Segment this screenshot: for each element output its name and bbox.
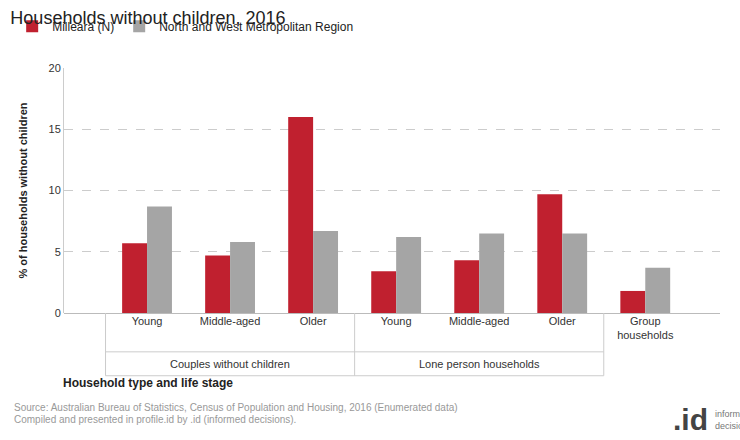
svg-text:Households without children, 2: Households without children, 2016 xyxy=(10,8,285,28)
svg-text:.id: .id xyxy=(673,403,708,436)
svg-text:Milleara (N): Milleara (N) xyxy=(52,20,114,34)
svg-text:5: 5 xyxy=(55,246,61,258)
svg-text:Young: Young xyxy=(132,315,163,327)
svg-text:% of households without childr: % of households without children xyxy=(17,102,29,278)
svg-text:Young: Young xyxy=(381,315,412,327)
svg-text:Source: Australian Bureau of S: Source: Australian Bureau of Statistics,… xyxy=(14,402,458,413)
svg-text:Middle-aged: Middle-aged xyxy=(449,315,510,327)
svg-text:15: 15 xyxy=(49,123,61,135)
svg-text:Older: Older xyxy=(549,315,576,327)
svg-text:Grouphouseholds: Grouphouseholds xyxy=(617,315,674,341)
svg-text:Couples without children: Couples without children xyxy=(170,358,290,370)
svg-text:Lone person households: Lone person households xyxy=(419,358,540,370)
svg-text:Older: Older xyxy=(300,315,327,327)
svg-text:Household type and life stage: Household type and life stage xyxy=(63,376,233,390)
svg-text:Compiled and presented in prof: Compiled and presented in profile.id by … xyxy=(14,414,296,425)
svg-text:informeddecisions: informeddecisions xyxy=(715,409,740,431)
svg-text:20: 20 xyxy=(49,62,61,74)
svg-text:Middle-aged: Middle-aged xyxy=(200,315,261,327)
svg-text:10: 10 xyxy=(49,184,61,196)
svg-text:0: 0 xyxy=(55,307,61,319)
svg-text:North and West Metropolitan Re: North and West Metropolitan Region xyxy=(159,20,353,34)
